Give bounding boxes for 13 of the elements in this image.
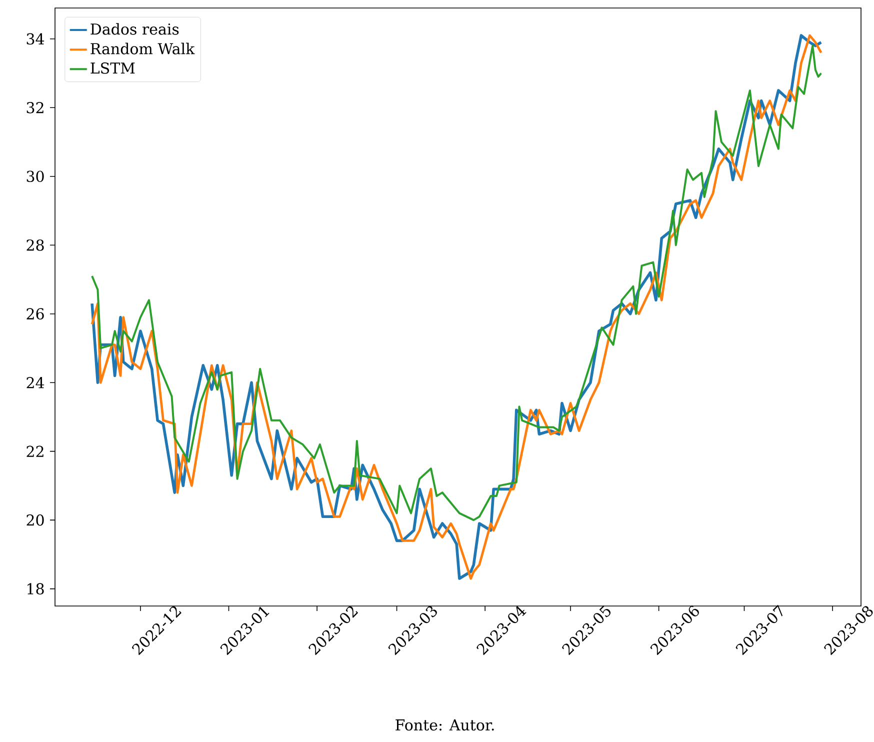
- legend-label: Dados reais: [90, 23, 179, 35]
- y-tick-label: 24: [26, 377, 44, 388]
- source-note: Fonte: Autor.: [396, 719, 494, 731]
- y-tick-label: 28: [26, 239, 44, 251]
- y-tick-label: 20: [26, 514, 44, 526]
- y-tick-label: 22: [26, 446, 44, 457]
- y-tick-label: 18: [28, 583, 44, 594]
- y-tick-label: 30: [26, 170, 44, 182]
- legend-label: Random Walk: [90, 42, 195, 54]
- y-tick-label: 34: [26, 33, 44, 45]
- legend-label: LSTM: [90, 62, 135, 74]
- y-tick-label: 32: [26, 102, 44, 114]
- y-tick-label: 26: [26, 308, 44, 320]
